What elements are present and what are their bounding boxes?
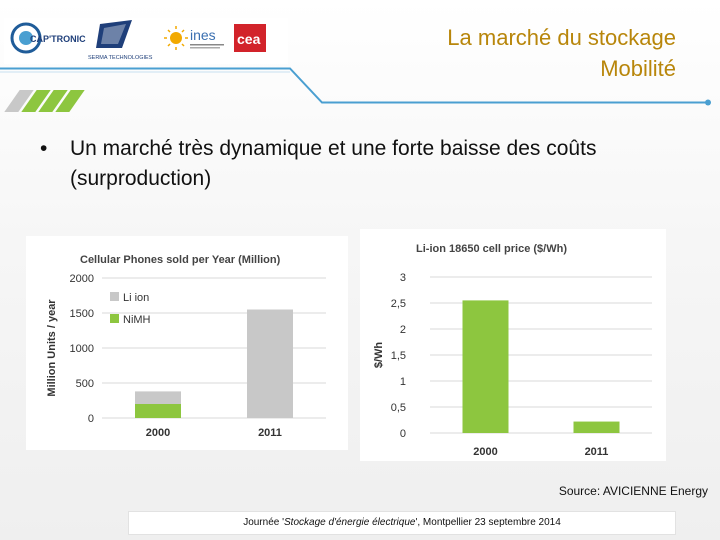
chart-phones-bar [247, 309, 293, 418]
bullet-marker: • [40, 137, 48, 160]
source-note: Source: AVICIENNE Energy [558, 484, 708, 498]
captronic-logo: CAP'TRONIC [10, 22, 86, 54]
chart-phones-xtick: 2000 [146, 427, 170, 439]
chart-price-svg: 0 0,5 1 1,5 2 2,5 3 $/Wh 2000 2011 [373, 272, 652, 458]
chart-phones-bar [135, 404, 181, 418]
cea-logo: cea [234, 24, 266, 52]
slide-title: La marché du stockage Mobilité [447, 22, 676, 84]
chart-phones-legend-label: NiMH [123, 314, 151, 326]
slide-title-line1: La marché du stockage [447, 25, 676, 50]
chart-price-ytick: 1 [400, 376, 406, 388]
serma-logo: SERMA TECHNOLOGIES [88, 20, 153, 61]
chart-phones-panel: Cellular Phones sold per Year (Million) … [26, 236, 348, 450]
chart-phones-title: Cellular Phones sold per Year (Million) [80, 254, 281, 266]
chart-price-ytick: 2 [400, 324, 406, 336]
chart-price-ytick: 2,5 [391, 298, 406, 310]
chart-price-bar [462, 300, 509, 433]
captronic-logo-text: CAP'TRONIC [30, 34, 86, 44]
slide-title-line2: Mobilité [600, 56, 676, 81]
chart-phones-bar [135, 391, 181, 404]
partner-logos: CAP'TRONIC SERMA TECHNOLOGIES ines [4, 18, 288, 64]
footer: Journée 'Stockage d'énergie électrique',… [128, 511, 676, 535]
chart-phones-ylabel: Million Units / year [46, 299, 58, 397]
partner-logos-graphic: CAP'TRONIC SERMA TECHNOLOGIES ines [10, 20, 266, 61]
chart-phones-ytick: 1000 [70, 343, 94, 355]
footer-suffix: ', Montpellier 23 septembre 2014 [415, 517, 561, 528]
chart-phones-legend-swatch [110, 292, 119, 301]
chart-phones-legend-swatch [110, 314, 119, 323]
footer-event-title: Stockage d'énergie électrique [284, 517, 416, 528]
ines-logo-text: ines [190, 27, 216, 43]
chart-price-ytick: 1,5 [391, 350, 406, 362]
chart-phones-ytick: 1500 [70, 308, 94, 320]
chart-phones-xtick: 2011 [258, 427, 282, 439]
chart-phones-ytick: 0 [88, 413, 94, 425]
serma-logo-text: SERMA TECHNOLOGIES [88, 55, 153, 61]
ines-logo: ines [164, 26, 224, 50]
chart-price-bar [573, 421, 620, 433]
chart-phones-legend-label: Li ion [123, 292, 149, 304]
chart-phones-svg: 0 500 1000 1500 2000 Million Units / year 2000… [46, 273, 326, 439]
chart-price-xtick: 2000 [473, 446, 497, 458]
bullet-text: Un marché très dynamique et une forte ba… [70, 137, 597, 190]
chart-phones-ytick: 500 [76, 378, 94, 390]
chart-phones-ytick: 2000 [70, 273, 94, 285]
chart-price-xtick: 2011 [585, 446, 609, 458]
chart-price-ylabel: $/Wh [373, 342, 385, 369]
footer-prefix: Journée ' [243, 517, 285, 528]
chart-price-ytick: 0,5 [391, 402, 406, 414]
cea-logo-text: cea [237, 31, 261, 47]
chart-price-ytick: 0 [400, 428, 406, 440]
chart-price-title: Li-ion 18650 cell price ($/Wh) [416, 243, 567, 255]
chart-price-panel: Li-ion 18650 cell price ($/Wh) 0 0,5 1 1,5 2… [360, 229, 666, 461]
chart-price-ytick: 3 [400, 272, 406, 284]
header-accent-line [0, 67, 711, 106]
